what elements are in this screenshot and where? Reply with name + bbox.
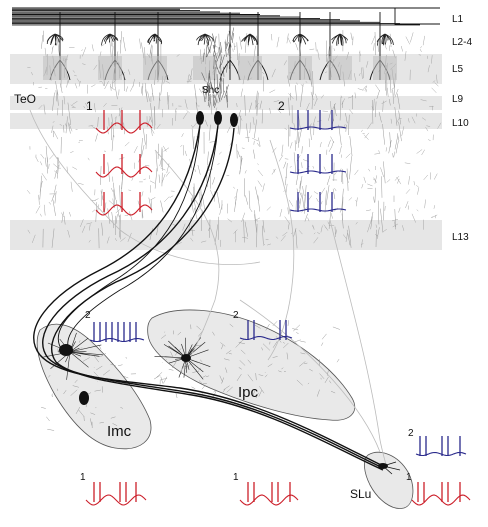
trace-red-tectum-3 [95,192,153,216]
trace-blue-tectum-1 [289,110,347,130]
trace-red-tectum-3-baseline [95,204,153,216]
l1-fiber-right [394,8,440,25]
column-tuft-8 [376,33,394,46]
layer-label-l13: L13 [452,232,469,243]
shc-soma-1 [196,111,204,125]
layer-label-l1: L1 [452,14,464,25]
trace-red-tectum-2 [95,154,153,178]
imc-dendrite-field [41,340,137,431]
spike-traces [85,110,471,506]
shc-axon-2 [42,124,384,469]
trace-red-imc-baseline [85,494,147,506]
column-l5-block-2 [98,56,122,80]
column-l5-block-6 [288,56,312,80]
shc-axon-3 [50,127,384,471]
layer-label-l5: L5 [452,64,464,75]
layer-bands [10,54,442,250]
column-tuft-7 [331,33,348,46]
column-l5-block-3 [143,56,167,80]
trace-markers: 1 2 2 2 2 1 1 1 [80,99,414,483]
trace-blue-slu [415,436,467,457]
trace-red-tectum-2-baseline [95,166,153,178]
trace-blue-ipc-baseline [239,335,293,341]
trace-blue-slu-baseline [415,451,467,457]
shc-soma-2 [214,111,222,125]
marker-slu-2: 2 [408,428,414,439]
slu-soma [378,463,388,469]
layer-label-l10: L10 [452,118,469,129]
column-tuft-2 [101,33,119,46]
band-l10 [10,113,442,129]
trace-red-ipc-baseline [239,494,299,506]
trace-red-ipc [239,482,299,506]
layer-label-l2-4: L2-4 [452,37,472,48]
region-labels: TeO Shc Imc Ipc SLu [14,85,371,501]
ipc-soma [181,354,191,362]
region-label-imc: Imc [107,423,132,440]
column-l5-block-8 [373,56,397,80]
trace-blue-tectum-2-baseline [289,170,347,174]
column-dendrites-6 [283,40,314,249]
trace-red-slu-baseline [411,494,471,506]
shc-soma-3 [230,113,238,127]
shc-dendrites [201,27,235,108]
region-label-shc: Shc [202,85,219,96]
layer-labels: L1 L2-4 L5 L9 L10 L13 [452,14,472,243]
column-tuft-6 [292,33,309,45]
column-tuft-4 [196,33,215,46]
column-tuft-5 [241,33,259,46]
column-dendrites-5 [234,33,265,248]
band-l13 [10,220,442,250]
marker-imc-1: 1 [80,472,86,483]
marker-tectum-2: 2 [278,99,285,113]
grey-projections [29,109,387,466]
region-label-teo: TeO [14,92,36,106]
shc-axon-1 [33,124,384,467]
trace-blue-imc [89,322,145,343]
black-soma-dendrites [43,332,211,380]
l1-axon-fibers [12,7,440,81]
column-l5-block-7 [328,56,352,80]
marker-ipc-1: 1 [233,472,239,483]
trace-red-tectum-1 [95,110,153,134]
imc-soma-2 [79,391,89,405]
column-dendrites-3 [140,42,170,241]
cell-bodies [59,111,388,469]
marker-imc-2: 2 [85,310,91,321]
region-label-ipc: Ipc [238,384,259,401]
shc-axon-5 [67,124,219,353]
column-l5-block-5 [238,56,262,80]
trace-red-tectum-1-baseline [95,122,153,134]
tectal-columns [39,27,402,249]
trace-red-imc [85,482,147,506]
trace-blue-tectum-2 [289,154,347,174]
imc-soma-1 [59,344,73,356]
shc-axon-4 [57,124,201,351]
marker-ipc-2: 2 [233,310,239,321]
marker-tectum-1: 1 [86,99,93,113]
trace-blue-tectum-1-baseline [289,126,347,130]
trace-red-slu [411,482,471,506]
nucleus-dendrites [41,320,340,431]
column-tuft-3 [147,33,163,45]
column-l5-block-1 [43,56,67,80]
ipc-nucleus [147,309,356,421]
marker-slu-1: 1 [406,472,412,483]
trace-blue-tectum-3 [289,192,347,212]
layer-label-l9: L9 [452,94,464,105]
trace-blue-ipc [239,320,293,341]
trace-blue-imc-baseline [89,337,145,343]
column-l5-block-4 [193,56,217,80]
region-label-slu: SLu [350,487,371,501]
trace-blue-tectum-3-baseline [289,208,347,212]
column-tuft-1 [46,33,64,46]
